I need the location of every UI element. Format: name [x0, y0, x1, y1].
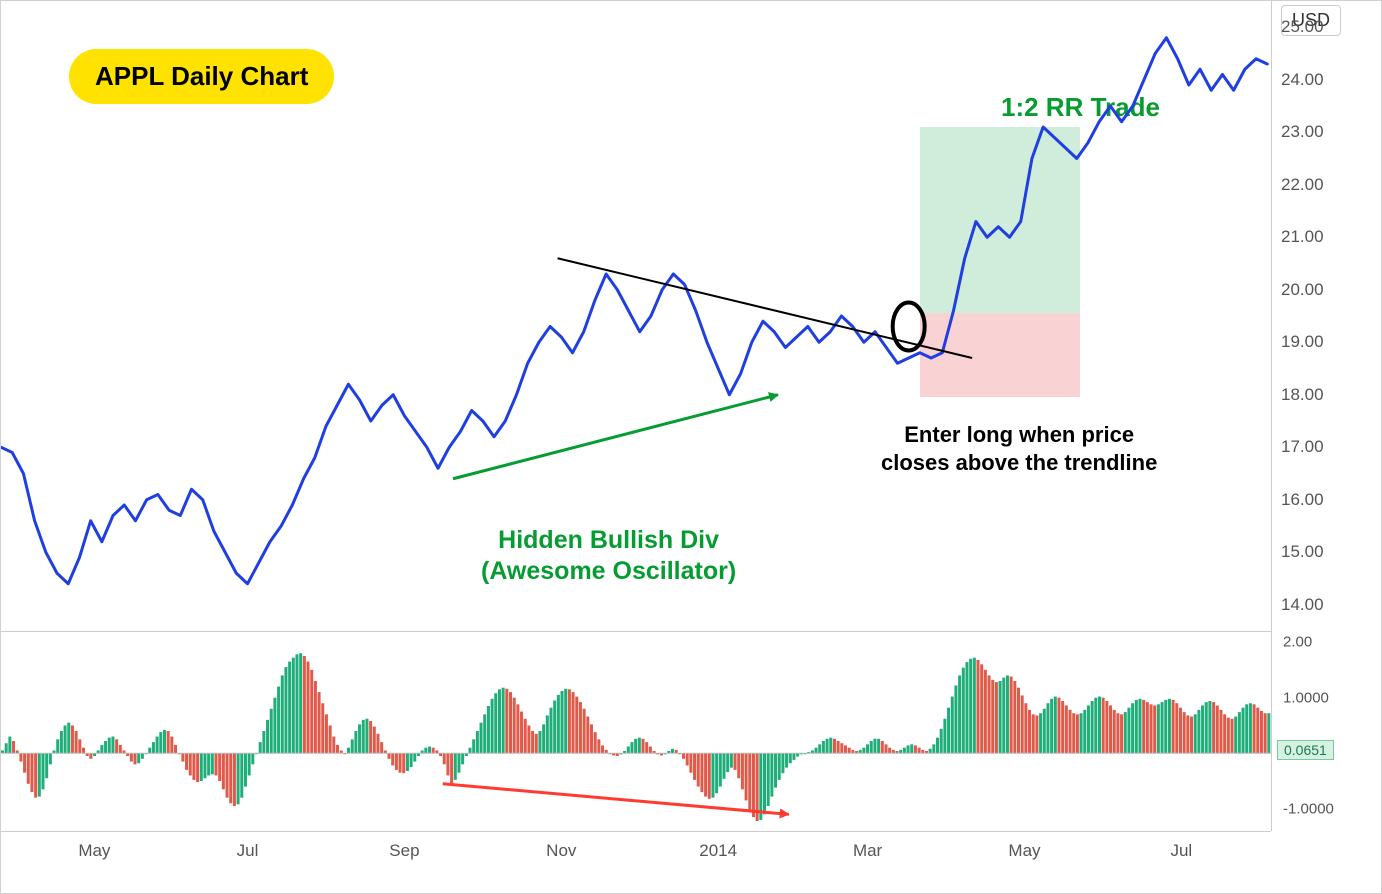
time-xtick: May: [1008, 841, 1040, 861]
time-xtick: Jul: [1170, 841, 1192, 861]
price-panel[interactable]: [1, 1, 1271, 632]
chart-container: USD APPL Daily Chart 25.0024.0023.0022.0…: [0, 0, 1382, 894]
oscillator-panel[interactable]: [1, 631, 1271, 832]
oscillator-yaxis-panel: [1271, 631, 1382, 831]
time-xtick: Jul: [237, 841, 259, 861]
time-xtick: Nov: [546, 841, 576, 861]
time-xtick: 2014: [699, 841, 737, 861]
time-xtick: Mar: [853, 841, 882, 861]
time-xtick: Sep: [389, 841, 419, 861]
price-yaxis-panel: [1271, 1, 1382, 631]
time-xtick: May: [78, 841, 110, 861]
